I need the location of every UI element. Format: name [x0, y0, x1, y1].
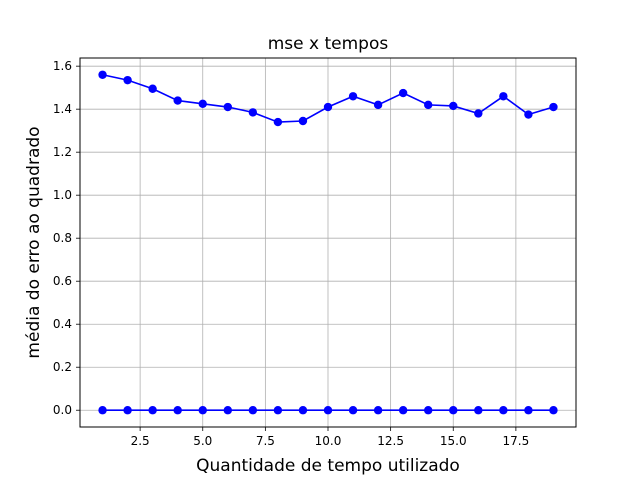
data-point [449, 406, 458, 415]
series-2 [98, 406, 558, 415]
data-point [398, 406, 408, 415]
x-axis: 2.5 5.0 7.5 10.0 12.5 15.0 17.5 [131, 427, 530, 448]
data-point [323, 102, 333, 112]
data-point [424, 100, 433, 110]
x-tick-label: 7.5 [256, 434, 275, 448]
data-point [298, 116, 308, 126]
x-tick-label: 17.5 [503, 434, 530, 448]
data-point [173, 96, 182, 105]
data-point [148, 406, 157, 415]
x-tick-label: 15.0 [440, 434, 467, 448]
y-tick-label: 0.8 [53, 231, 72, 245]
data-point [98, 70, 107, 79]
data-point [424, 406, 433, 415]
x-tick-label: 10.0 [315, 434, 342, 448]
data-point [373, 100, 383, 110]
data-point [549, 406, 558, 415]
series-1 [98, 70, 558, 127]
y-tick-label: 1.4 [53, 102, 72, 116]
x-tick-label: 12.5 [377, 434, 404, 448]
y-tick-label: 0.6 [53, 274, 72, 288]
y-tick-label: 1.2 [53, 145, 72, 159]
data-point [248, 108, 258, 117]
y-tick-label: 0.2 [53, 360, 72, 374]
x-tick-label: 5.0 [193, 434, 212, 448]
data-point [273, 117, 283, 127]
data-point [449, 101, 458, 111]
y-tick-label: 1.6 [53, 59, 72, 73]
data-point [98, 406, 107, 415]
y-axis: 0.0 0.2 0.4 0.6 0.8 1.0 1.2 1.4 1.6 [53, 59, 80, 417]
data-point [223, 102, 232, 112]
data-point [298, 406, 308, 415]
data-point [348, 92, 358, 101]
data-point [373, 406, 383, 415]
data-point [398, 88, 408, 98]
data-point [474, 109, 483, 118]
y-axis-label: média do erro ao quadrado [24, 126, 44, 358]
data-point [524, 110, 533, 119]
y-tick-label: 0.4 [53, 317, 72, 331]
x-tick-label: 2.5 [131, 434, 150, 448]
data-point [499, 406, 508, 415]
data-point [123, 406, 132, 415]
x-axis-label: Quantidade de tempo utilizado [196, 456, 460, 476]
data-point [223, 406, 232, 415]
data-point [148, 84, 157, 93]
data-point [198, 99, 207, 109]
chart-title: mse x tempos [268, 34, 389, 54]
data-point [273, 406, 283, 415]
data-point [348, 406, 358, 415]
data-point [499, 92, 508, 101]
data-point [248, 406, 258, 415]
data-point [524, 406, 533, 415]
data-point [323, 406, 333, 415]
data-point [123, 75, 132, 85]
data-point [198, 406, 207, 415]
data-point [549, 102, 558, 112]
data-point [474, 406, 483, 415]
y-tick-label: 0.0 [53, 403, 72, 417]
y-tick-label: 1.0 [53, 188, 72, 202]
series-layer [98, 70, 558, 415]
data-point [173, 406, 182, 415]
grid [80, 58, 576, 427]
